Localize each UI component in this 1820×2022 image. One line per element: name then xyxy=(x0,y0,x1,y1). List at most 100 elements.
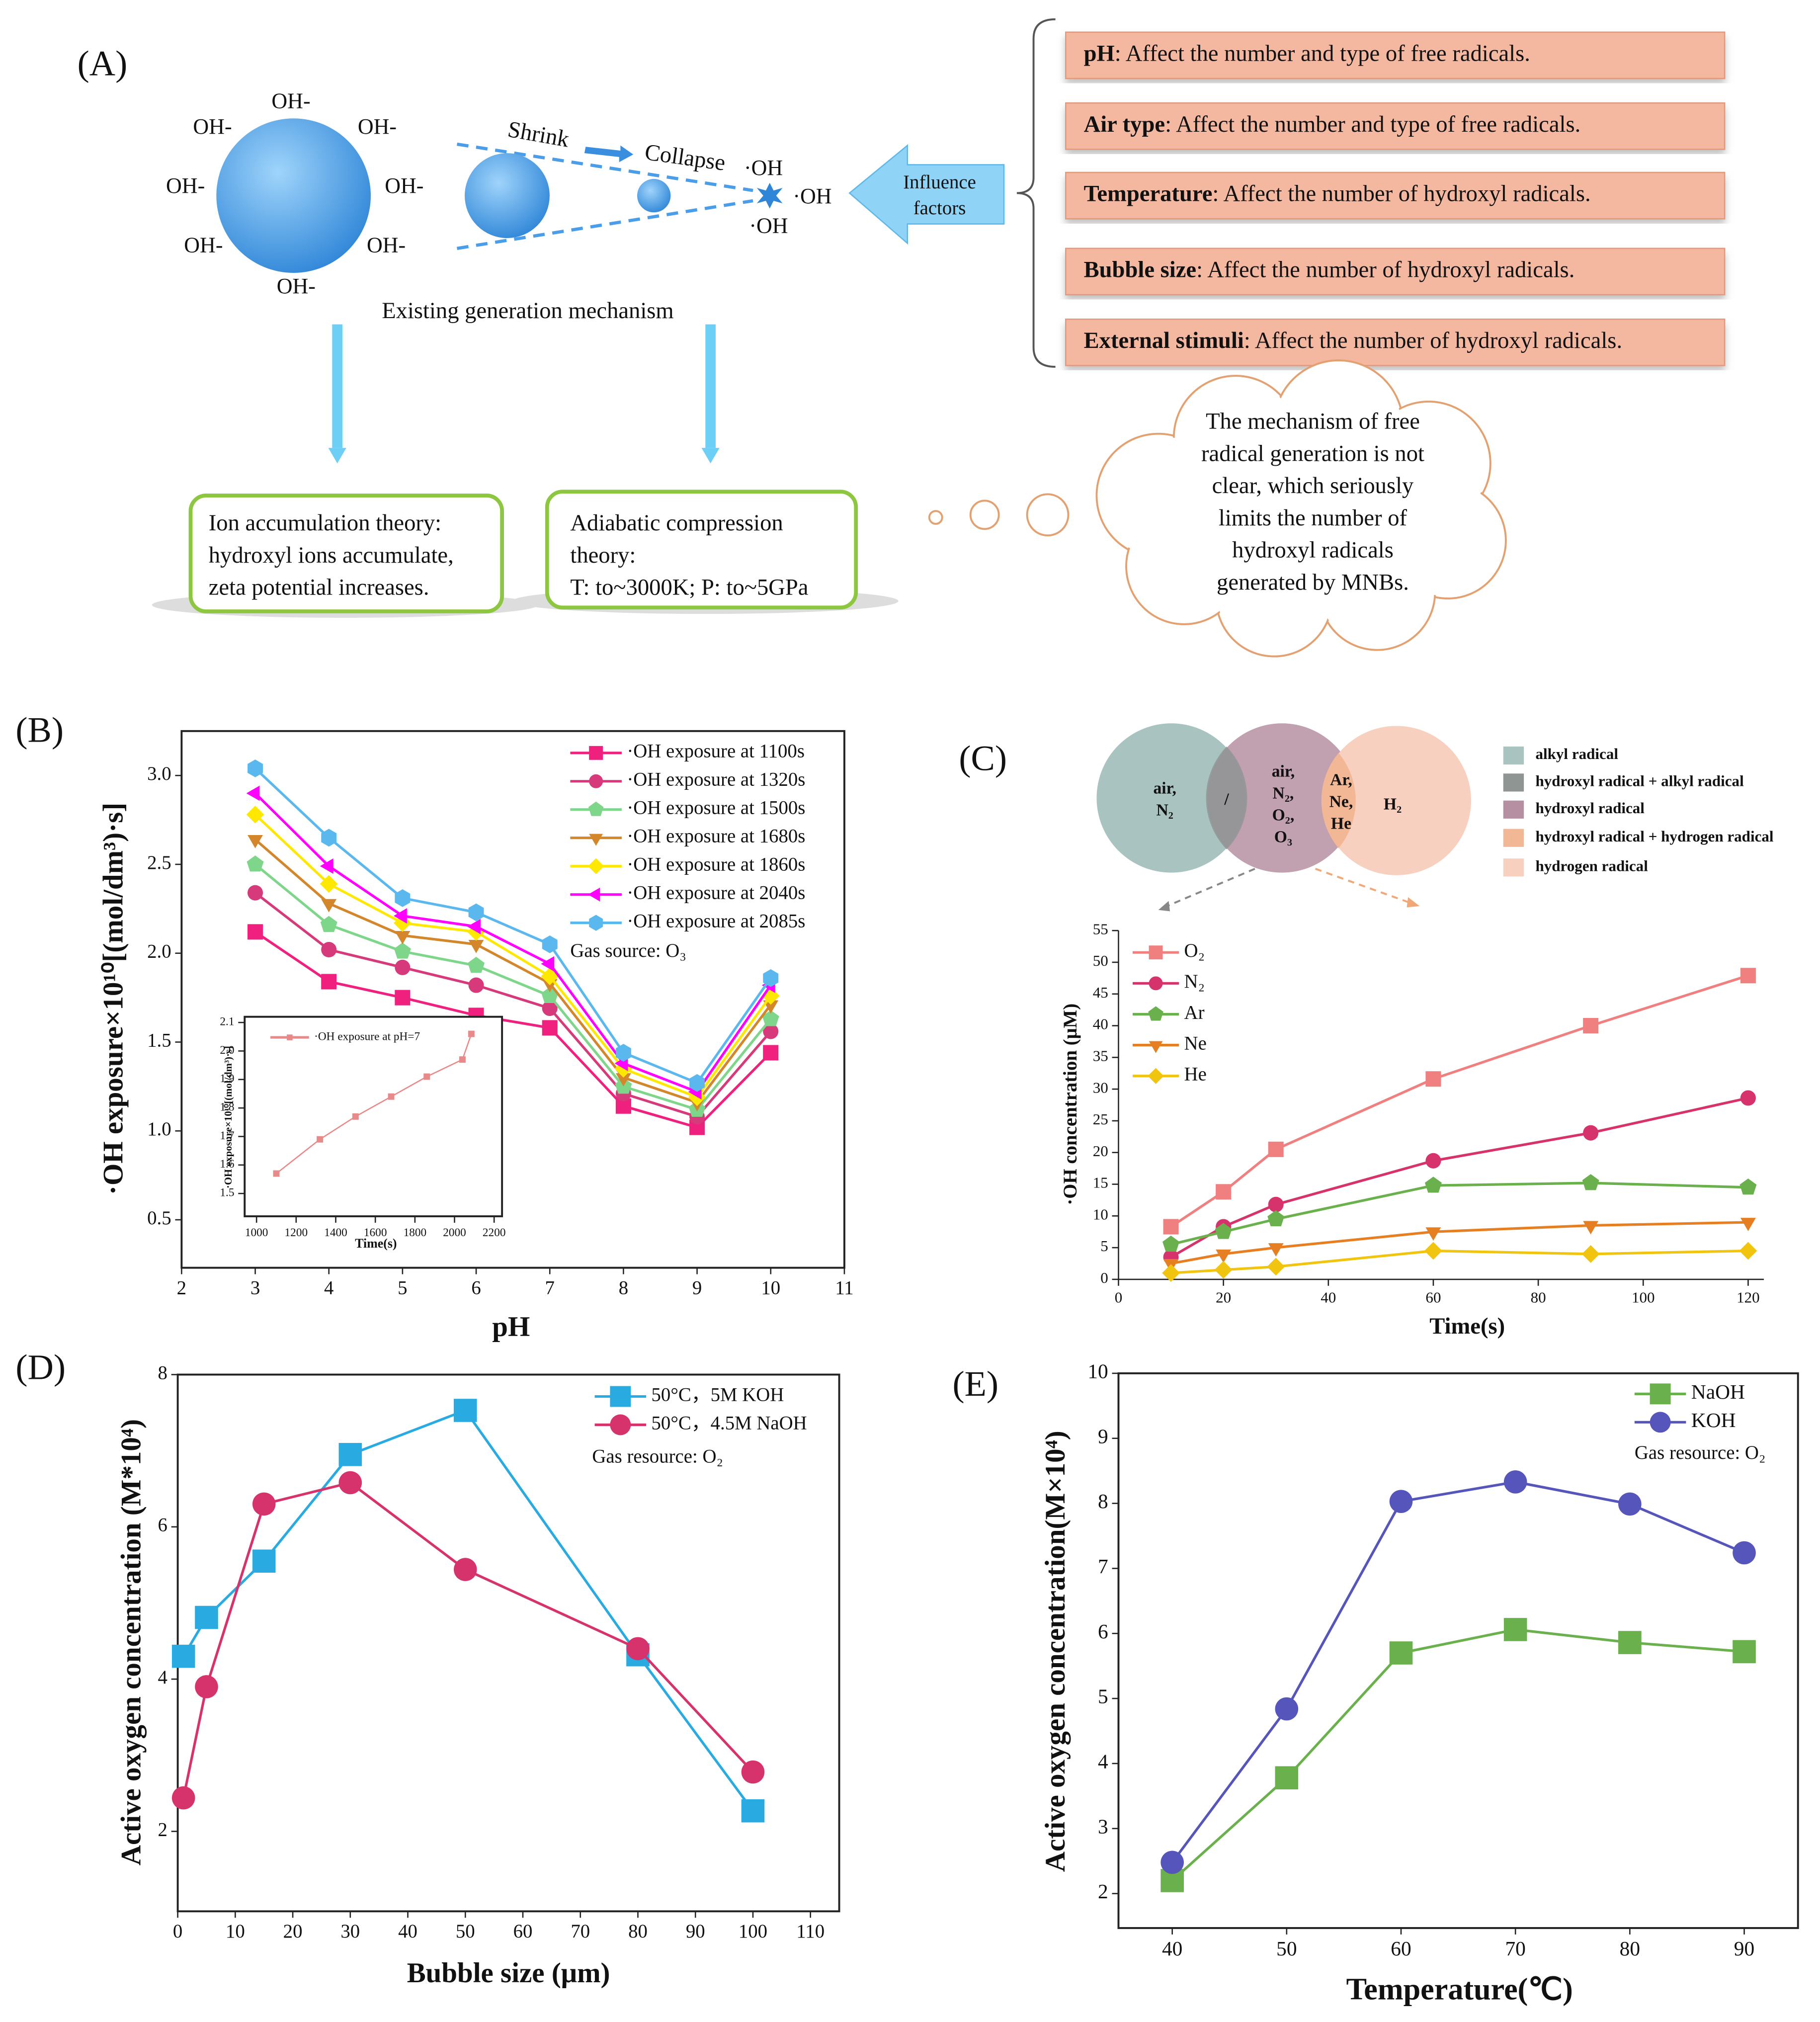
series-line xyxy=(1170,1096,1748,1259)
marker xyxy=(468,977,484,993)
collapse-label: Collapse xyxy=(643,139,727,176)
arrow xyxy=(328,448,346,464)
cloud-text: generated by MNBs. xyxy=(1217,569,1409,595)
x-tick-label: 60 xyxy=(1425,1288,1441,1306)
marker xyxy=(1275,1766,1299,1790)
marker xyxy=(763,1045,779,1061)
marker xyxy=(1739,1242,1757,1260)
arrow xyxy=(701,448,720,464)
y-tick-label: 2 xyxy=(158,1819,167,1840)
x-tick-label: 30 xyxy=(340,1921,360,1942)
legend-text: O₂ xyxy=(1184,940,1205,961)
marker xyxy=(1733,1640,1756,1664)
x-axis-label: pH xyxy=(492,1311,530,1343)
legend-marker xyxy=(589,834,603,846)
marker xyxy=(171,1786,195,1810)
marker xyxy=(1163,1219,1179,1235)
marker xyxy=(542,1001,558,1016)
arrow xyxy=(1160,868,1255,910)
y-axis-label: Active oxygen concentration (M*10⁴) xyxy=(116,1419,147,1865)
annotation: Gas resource: O₂ xyxy=(592,1446,723,1467)
marker xyxy=(321,899,337,913)
ion: OH- xyxy=(271,88,310,113)
legend-marker xyxy=(1650,1383,1671,1405)
factor-desc: : Affect the number and type of free rad… xyxy=(1115,40,1530,66)
theory-text: Ion accumulation theory: xyxy=(209,510,441,536)
legend-text: ·OH exposure at pH=7 xyxy=(314,1030,420,1043)
cone-line xyxy=(457,199,753,250)
y-tick-label: 35 xyxy=(1093,1047,1108,1064)
legend-text: ·OH exposure at 1860s xyxy=(627,854,805,875)
legend-text: ·OH exposure at 1320s xyxy=(627,769,805,790)
ion: OH- xyxy=(184,233,223,257)
venn-text: Ar, xyxy=(1330,771,1352,789)
x-tick-label: 50 xyxy=(456,1921,475,1942)
x-axis-label: Temperature(℃) xyxy=(1346,1973,1573,2007)
venn-circle xyxy=(1322,726,1471,875)
y-tick-label: 1.9 xyxy=(220,1072,234,1085)
marker xyxy=(252,1492,276,1516)
bubble xyxy=(637,178,671,213)
marker xyxy=(317,1136,324,1143)
panel-label: (C) xyxy=(959,738,1007,778)
y-axis-label: ·OH concentration (μM) xyxy=(1060,1004,1081,1205)
marker xyxy=(1267,1210,1285,1227)
x-tick-label: 50 xyxy=(1276,1937,1297,1960)
legend-text: hydroxyl radical + hydrogen radical xyxy=(1535,828,1773,845)
marker xyxy=(468,1030,475,1037)
legend-swatch xyxy=(1503,800,1524,819)
thought-dot xyxy=(928,510,943,525)
x-tick-label: 11 xyxy=(835,1277,853,1299)
series-line xyxy=(254,892,772,1118)
marker xyxy=(615,1044,631,1062)
x-tick-label: 20 xyxy=(283,1921,303,1942)
influence-label: factors xyxy=(913,197,966,219)
legend-text: He xyxy=(1184,1064,1207,1085)
thought-dot xyxy=(1026,493,1070,537)
panel-label: (A) xyxy=(78,43,128,83)
annotation: Gas resource: O₂ xyxy=(1635,1442,1766,1463)
legend-text: hydrogen radical xyxy=(1535,857,1648,874)
marker xyxy=(1424,1177,1442,1193)
x-axis-label: Time(s) xyxy=(1429,1313,1505,1339)
marker xyxy=(763,1000,779,1014)
marker xyxy=(626,1637,650,1661)
y-tick-label: 9 xyxy=(1098,1425,1108,1447)
marker xyxy=(468,939,484,953)
x-tick-label: 4 xyxy=(324,1277,333,1299)
y-tick-label: 5 xyxy=(1100,1237,1108,1255)
marker xyxy=(763,1023,779,1039)
x-tick-label: 20 xyxy=(1216,1288,1231,1306)
x-tick-label: 10 xyxy=(761,1277,780,1299)
theory-text: hydroxyl ions accumulate, xyxy=(209,542,454,568)
series-line xyxy=(254,792,772,1094)
legend-text: 50°C，5M KOH xyxy=(652,1384,784,1405)
legend-swatch xyxy=(1503,746,1524,765)
y-tick-label: 50 xyxy=(1093,952,1108,969)
series-line xyxy=(1170,1221,1748,1265)
factor-name: Bubble size xyxy=(1084,256,1197,282)
factor-box xyxy=(1065,248,1726,296)
marker xyxy=(1733,1541,1756,1565)
series-line xyxy=(254,863,772,1111)
legend-marker xyxy=(1149,945,1163,960)
venn-text: N₂, xyxy=(1273,784,1294,803)
legend-text: Ne xyxy=(1184,1033,1207,1054)
marker xyxy=(1215,1223,1232,1239)
brace xyxy=(1016,18,1056,368)
chart: 1000 1200 1400 1600 1800 2000 2200 1.5 1.6 1.7 1.8… xyxy=(220,1015,505,1250)
panel-label: (D) xyxy=(15,1347,66,1387)
theory-text: theory: xyxy=(570,542,636,568)
y-tick-label: 1.0 xyxy=(147,1118,171,1140)
marker xyxy=(1581,1245,1600,1263)
chart: 40 50 60 70 80 90 2 3 4 5 6 7 8 9 10 (E) Temperature(℃) A… xyxy=(952,1359,1799,2007)
legend-marker xyxy=(588,887,600,902)
legend-text: ·OH exposure at 1680s xyxy=(627,826,805,847)
y-tick-label: 2 xyxy=(1098,1880,1108,1903)
x-tick-label: 110 xyxy=(796,1921,825,1942)
legend-text: ·OH exposure at 1100s xyxy=(627,741,805,762)
venn-overlap xyxy=(1206,746,1247,850)
radical: ·OH xyxy=(744,156,783,180)
marker xyxy=(338,1443,362,1466)
